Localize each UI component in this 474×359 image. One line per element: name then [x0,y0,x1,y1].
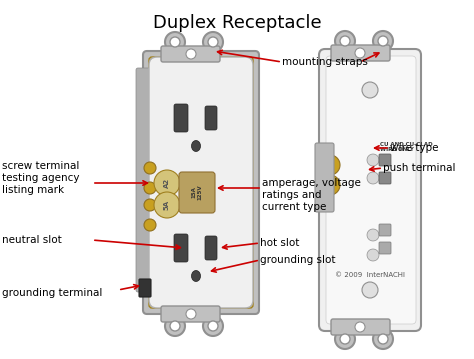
Text: 15A
125V: 15A 125V [191,184,202,200]
Text: screw terminal
testing agency
listing mark: screw terminal testing agency listing ma… [2,162,80,195]
Circle shape [170,37,180,47]
FancyBboxPatch shape [315,143,334,212]
Text: amperage, voltage
ratings and
current type: amperage, voltage ratings and current ty… [262,178,361,211]
Circle shape [203,316,223,336]
FancyBboxPatch shape [379,224,391,236]
FancyBboxPatch shape [136,68,152,292]
Circle shape [335,31,355,51]
FancyBboxPatch shape [326,56,416,324]
Circle shape [340,334,350,344]
Text: wire type: wire type [390,143,438,153]
Circle shape [362,282,378,298]
Circle shape [335,329,355,349]
Text: Duplex Receptacle: Duplex Receptacle [153,14,321,32]
Circle shape [165,316,185,336]
FancyBboxPatch shape [139,279,151,297]
Text: CU AND CU-CLAD
WIRE ONLY: CU AND CU-CLAD WIRE ONLY [380,141,433,153]
Circle shape [378,334,388,344]
FancyBboxPatch shape [143,51,259,314]
Text: A2: A2 [164,178,170,188]
Circle shape [373,329,393,349]
Circle shape [340,36,350,46]
FancyBboxPatch shape [379,172,391,184]
Circle shape [208,321,218,331]
Circle shape [208,37,218,47]
FancyBboxPatch shape [174,104,188,132]
FancyBboxPatch shape [161,306,220,322]
Ellipse shape [191,140,201,151]
Text: 5A: 5A [164,200,170,210]
Circle shape [355,322,365,332]
Circle shape [320,175,340,195]
Circle shape [154,192,180,218]
Circle shape [144,219,156,231]
FancyBboxPatch shape [379,242,391,254]
Circle shape [144,162,156,174]
Circle shape [362,82,378,98]
FancyBboxPatch shape [319,49,421,331]
Circle shape [165,32,185,52]
Circle shape [203,32,223,52]
FancyBboxPatch shape [331,319,390,335]
Circle shape [186,49,196,59]
FancyBboxPatch shape [149,57,253,308]
Circle shape [355,48,365,58]
Text: grounding terminal: grounding terminal [2,288,102,298]
Text: mounting straps: mounting straps [282,57,368,67]
Circle shape [144,182,156,194]
Circle shape [154,170,180,196]
Circle shape [186,309,196,319]
FancyBboxPatch shape [205,236,217,260]
Circle shape [367,172,379,184]
FancyBboxPatch shape [331,45,390,61]
Text: push terminal: push terminal [383,163,456,173]
FancyBboxPatch shape [161,46,220,62]
Circle shape [170,321,180,331]
Circle shape [320,155,340,175]
Ellipse shape [191,270,201,281]
FancyBboxPatch shape [149,57,253,308]
Circle shape [144,199,156,211]
Text: neutral slot: neutral slot [2,235,62,245]
Text: © 2009  InterNACHI: © 2009 InterNACHI [335,272,405,278]
Circle shape [367,154,379,166]
Circle shape [367,249,379,261]
FancyBboxPatch shape [174,234,188,262]
FancyBboxPatch shape [179,172,215,213]
Circle shape [378,36,388,46]
FancyBboxPatch shape [379,154,391,166]
Circle shape [367,229,379,241]
Text: grounding slot: grounding slot [260,255,336,265]
FancyBboxPatch shape [205,106,217,130]
Text: hot slot: hot slot [260,238,300,248]
Circle shape [373,31,393,51]
